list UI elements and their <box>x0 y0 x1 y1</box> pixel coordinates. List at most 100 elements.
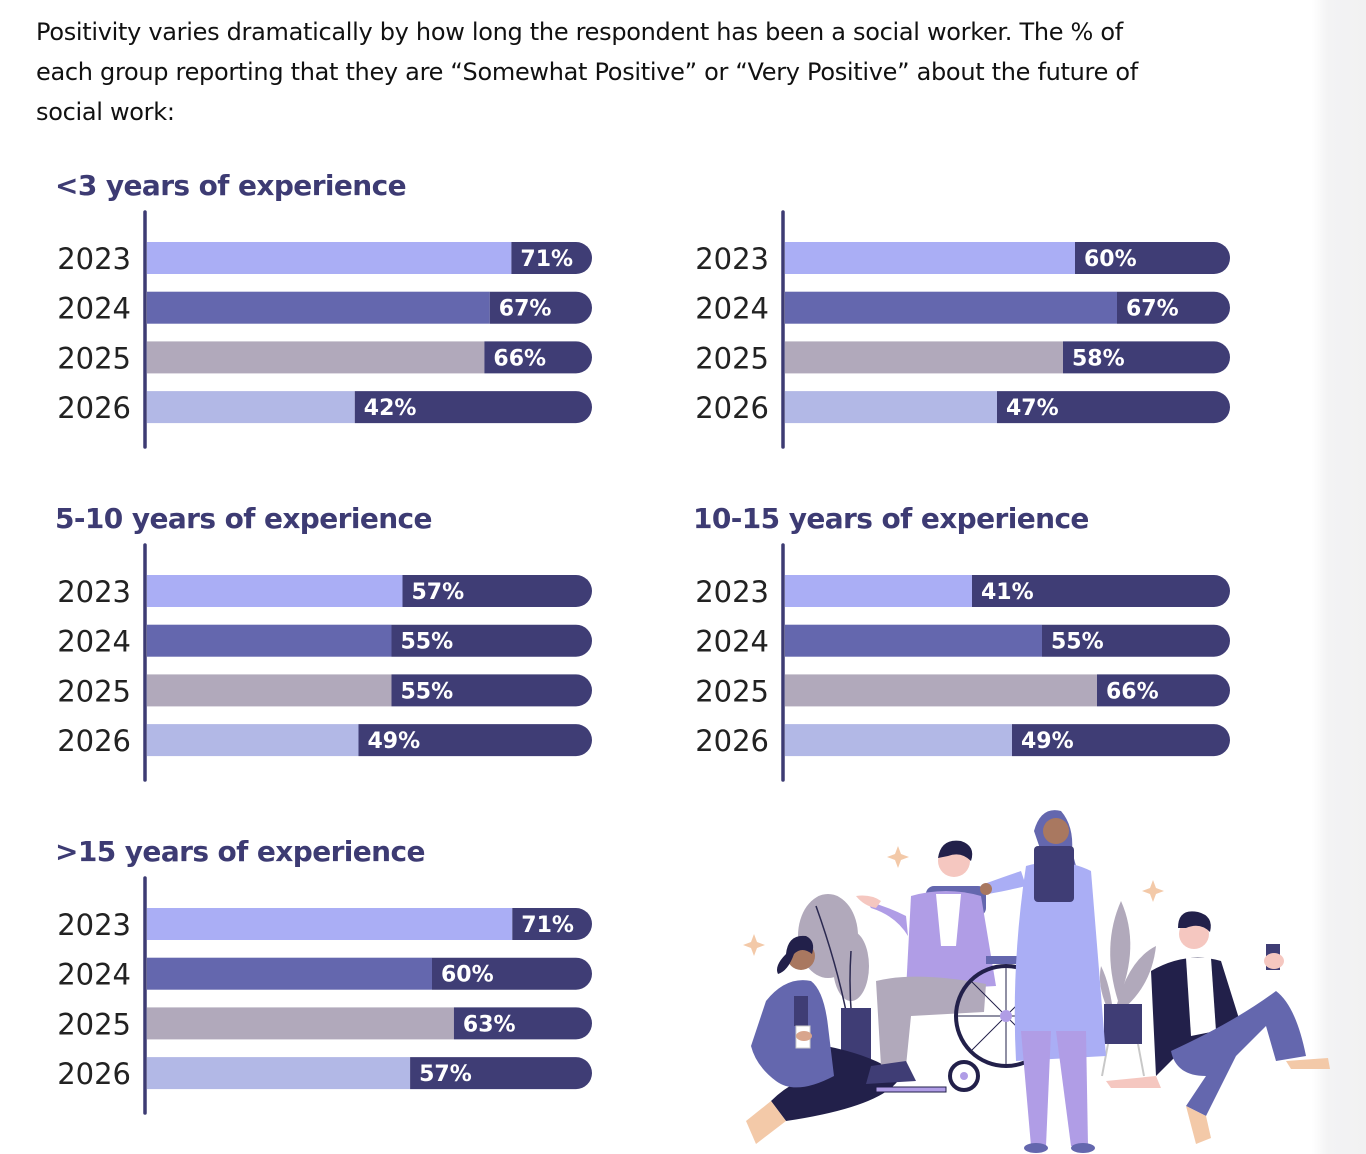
intro-line-3: social work: <box>36 98 175 126</box>
bar-value-label: 67% <box>499 297 552 322</box>
bar-remainder <box>391 674 592 707</box>
bar-value-label: 55% <box>1051 630 1104 655</box>
bar-value-segment <box>147 242 512 274</box>
bar-row-2026: 47% 2026 <box>695 391 1230 425</box>
bar-value-segment <box>785 291 1117 324</box>
split-bar-chart-4: 71% 2023 60% 2024 63% 2025 57% 2026 <box>57 876 592 1115</box>
bar-value-label: 58% <box>1072 346 1125 371</box>
bar-row-2023: 41% 2023 <box>695 575 1230 609</box>
bar-row-2024: 67% 2024 <box>57 291 592 326</box>
bar-row-2024: 55% 2024 <box>695 624 1230 659</box>
bar-value-label: 57% <box>412 580 465 605</box>
year-tick-label: 2026 <box>57 391 131 425</box>
bar-row-2026: 42% 2026 <box>57 391 592 425</box>
bar-value-label: 71% <box>521 913 574 938</box>
intro-line-1: Positivity varies dramatically by how lo… <box>36 18 1123 46</box>
bar-value-segment <box>785 724 1012 757</box>
bar-row-2026: 57% 2026 <box>57 1057 592 1091</box>
social-workers-illustration <box>743 810 1330 1153</box>
split-bar-chart-2: 57% 2023 55% 2024 55% 2025 49% 2026 <box>57 543 592 782</box>
bar-remainder <box>972 575 1230 607</box>
bar-value-segment <box>147 1007 454 1040</box>
bar-value-segment <box>785 575 972 607</box>
bar-value-segment <box>147 908 513 940</box>
bar-row-2023: 71% 2023 <box>57 242 592 276</box>
year-tick-label: 2025 <box>695 341 769 375</box>
woman-sitting-figure <box>746 935 901 1144</box>
bar-value-label: 55% <box>401 679 454 704</box>
split-bar-chart-1: 60% 2023 67% 2024 58% 2025 47% 2026 <box>695 210 1230 449</box>
bar-row-2024: 60% 2024 <box>57 957 592 992</box>
bar-remainder <box>432 957 592 990</box>
chart-title-over-15-years: >15 years of experience <box>55 835 426 868</box>
bar-remainder <box>453 1007 592 1040</box>
bar-value-label: 71% <box>520 247 573 272</box>
bar-value-label: 60% <box>441 963 494 988</box>
bar-value-segment <box>147 575 403 607</box>
year-tick-label: 2025 <box>57 341 131 375</box>
bar-value-label: 57% <box>419 1062 472 1087</box>
bar-value-segment <box>147 1057 411 1090</box>
bar-value-label: 49% <box>368 729 421 754</box>
bar-value-segment <box>785 391 997 424</box>
bar-remainder <box>354 391 592 424</box>
year-tick-label: 2024 <box>57 292 131 326</box>
bar-value-segment <box>147 624 392 657</box>
bar-row-2026: 49% 2026 <box>695 724 1230 758</box>
bar-value-label: 66% <box>493 346 546 371</box>
bar-value-label: 67% <box>1126 297 1179 322</box>
bar-remainder <box>512 908 592 940</box>
split-bar-chart-0: 71% 2023 67% 2024 66% 2025 42% 2026 <box>57 210 592 449</box>
bar-remainder <box>391 624 592 657</box>
bar-row-2025: 66% 2025 <box>695 674 1230 708</box>
bar-value-label: 47% <box>1006 396 1059 421</box>
man-sitting-figure <box>1106 911 1330 1144</box>
chart-title-under-3-years: <3 years of experience <box>55 169 407 202</box>
bar-value-label: 41% <box>981 580 1034 605</box>
woman-in-hijab-figure <box>980 810 1106 1153</box>
bar-value-segment <box>785 624 1042 657</box>
chart-title-5-10-years: 5-10 years of experience <box>55 502 433 535</box>
year-tick-label: 2026 <box>695 391 769 425</box>
chart-title-10-15-years: 10-15 years of experience <box>693 502 1089 535</box>
bar-remainder <box>1042 624 1230 657</box>
year-tick-label: 2025 <box>695 674 769 708</box>
year-tick-label: 2026 <box>57 724 131 758</box>
bar-remainder <box>997 391 1230 424</box>
bar-remainder <box>402 575 592 607</box>
bar-remainder <box>358 724 592 757</box>
bar-row-2026: 49% 2026 <box>57 724 592 758</box>
bar-value-segment <box>147 724 359 757</box>
bar-value-label: 42% <box>364 396 417 421</box>
year-tick-label: 2025 <box>57 1007 131 1041</box>
year-tick-label: 2023 <box>695 575 769 609</box>
bar-row-2024: 67% 2024 <box>695 291 1230 326</box>
bar-value-segment <box>785 341 1063 374</box>
year-tick-label: 2024 <box>695 292 769 326</box>
year-tick-label: 2023 <box>57 908 131 942</box>
sparkle-icon <box>743 846 1164 956</box>
year-tick-label: 2026 <box>57 1057 131 1091</box>
year-tick-label: 2023 <box>695 242 769 276</box>
bar-remainder <box>484 341 592 374</box>
split-bar-chart-3: 41% 2023 55% 2024 66% 2025 49% 2026 <box>695 543 1230 782</box>
bar-remainder <box>511 242 592 274</box>
bar-value-label: 66% <box>1106 679 1159 704</box>
bar-remainder <box>410 1057 592 1090</box>
bar-row-2023: 57% 2023 <box>57 575 592 609</box>
wheelchair-user-figure <box>856 840 1058 1093</box>
year-tick-label: 2026 <box>695 724 769 758</box>
year-tick-label: 2024 <box>57 958 131 992</box>
bar-row-2025: 63% 2025 <box>57 1007 592 1041</box>
bar-row-2023: 60% 2023 <box>695 242 1230 276</box>
year-tick-label: 2023 <box>57 575 131 609</box>
bar-row-2025: 55% 2025 <box>57 674 592 708</box>
bar-remainder <box>1012 724 1230 757</box>
bar-remainder <box>1063 341 1230 374</box>
bar-remainder <box>1075 242 1230 274</box>
bar-row-2023: 71% 2023 <box>57 908 592 942</box>
page-edge-shadow <box>1312 0 1366 1154</box>
bar-remainder <box>1117 291 1230 324</box>
year-tick-label: 2024 <box>695 625 769 659</box>
